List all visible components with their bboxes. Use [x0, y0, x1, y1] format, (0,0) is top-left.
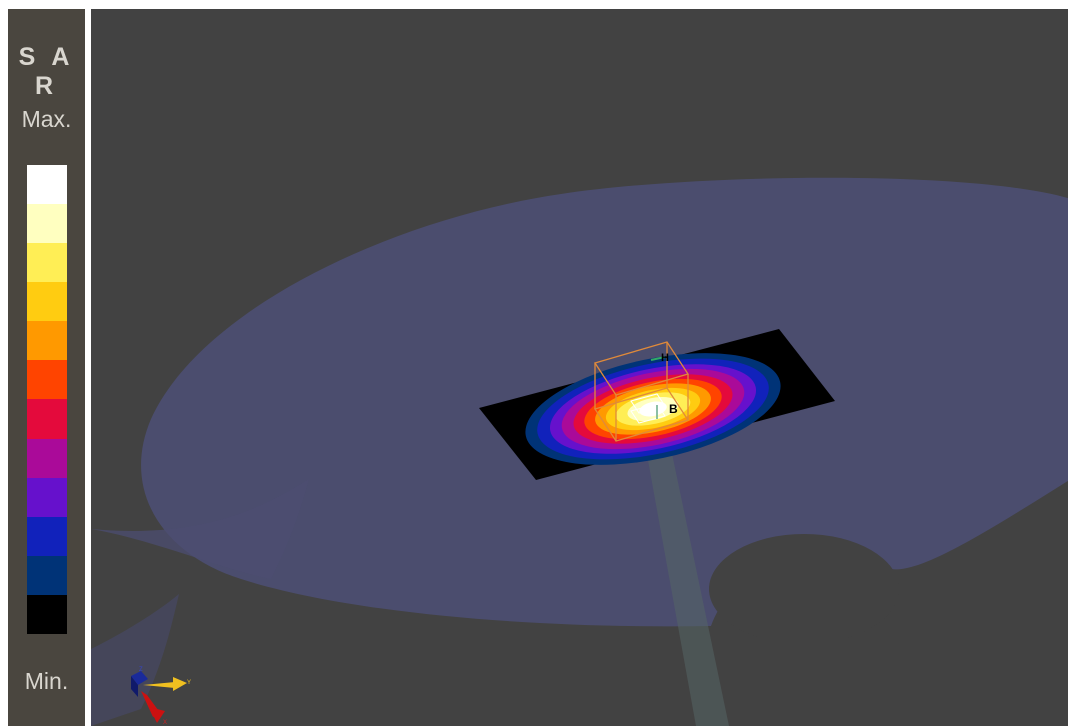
color-swatch-7 — [27, 438, 67, 478]
sar-legend-panel: S A R Max. Min. — [8, 9, 85, 726]
color-swatch-11 — [27, 594, 67, 634]
inner-box — [630, 393, 666, 424]
legend-title: S A R — [18, 43, 75, 100]
scene-svg: H B Y Z X — [91, 177, 1068, 726]
axis-x-label: X — [163, 720, 167, 726]
axis-y-label: Y — [187, 680, 191, 686]
color-swatch-1 — [27, 204, 67, 244]
probe-label-h: H — [661, 352, 669, 364]
axis-x-arrowhead — [149, 707, 165, 723]
zoom-scan-box — [593, 341, 690, 442]
color-swatch-3 — [27, 282, 67, 322]
probe-shaft — [646, 449, 729, 726]
phantom-side — [91, 479, 309, 579]
color-swatch-5 — [27, 360, 67, 400]
color-scale-bar — [27, 165, 67, 634]
axis-y-arrowhead — [173, 677, 187, 691]
color-swatch-9 — [27, 516, 67, 556]
probe-label-b: B — [669, 402, 678, 416]
axis-triad: Y Z X — [131, 667, 191, 726]
legend-min-label: Min. — [24, 668, 69, 694]
legend-max-label: Max. — [21, 106, 72, 132]
color-swatch-6 — [27, 399, 67, 439]
axis-z-cube — [131, 671, 148, 685]
axis-z-cube-side — [131, 676, 138, 697]
3d-viewport[interactable]: H B Y Z X — [91, 9, 1068, 726]
color-swatch-8 — [27, 477, 67, 517]
color-swatch-0 — [27, 165, 67, 205]
phantom-lower-edge — [91, 594, 179, 726]
color-swatch-2 — [27, 243, 67, 283]
phantom-cutout — [709, 534, 899, 644]
color-swatch-4 — [27, 321, 67, 361]
color-swatch-10 — [27, 555, 67, 595]
probe-marker-h — [650, 356, 666, 361]
axis-z-label: Z — [139, 667, 143, 673]
axis-y-arrow — [143, 682, 175, 688]
